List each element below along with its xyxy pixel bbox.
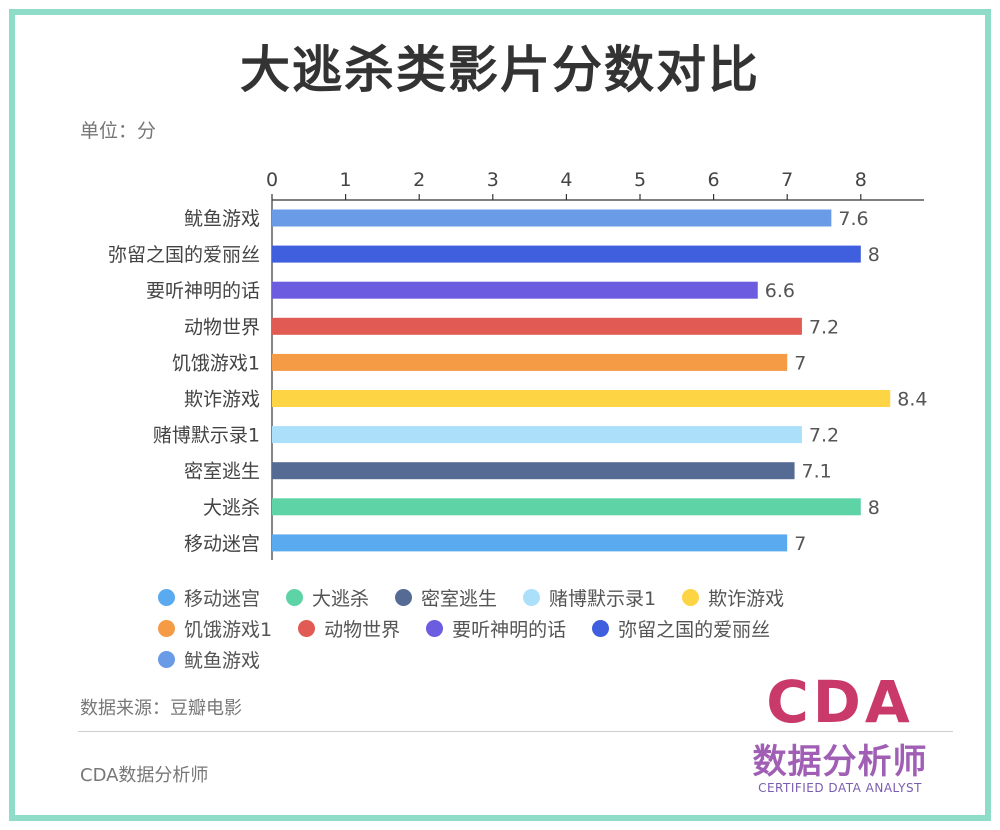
footer-divider <box>78 731 953 732</box>
unit-label: 单位：分 <box>80 120 157 142</box>
legend-label: 弥留之国的爱丽丝 <box>618 618 771 641</box>
logo-english-text: CERTIFIED DATA ANALYST <box>758 781 922 795</box>
y-category-label: 动物世界 <box>184 316 260 338</box>
x-tick-label: 0 <box>266 169 278 191</box>
bar <box>272 498 861 516</box>
y-category-label: 移动迷宫 <box>184 533 260 555</box>
y-category-label: 赌博默示录1 <box>153 425 260 447</box>
legend-item[interactable]: 鱿鱼游戏 <box>158 644 260 674</box>
legend-item[interactable]: 弥留之国的爱丽丝 <box>592 613 770 643</box>
footer-brand: CDA数据分析师 <box>80 765 209 786</box>
legend-swatch <box>298 619 316 637</box>
legend-item[interactable]: 要听神明的话 <box>426 613 566 643</box>
x-tick-label: 1 <box>340 169 352 191</box>
legend-label: 赌博默示录1 <box>549 587 657 610</box>
y-category-label: 弥留之国的爱丽丝 <box>108 244 260 266</box>
y-category-label: 欺诈游戏 <box>184 389 260 411</box>
bar <box>272 426 802 444</box>
logo-mark: CDA <box>766 668 914 736</box>
bar-value-label: 7.6 <box>838 208 868 230</box>
legend-label: 大逃杀 <box>312 587 370 610</box>
bar <box>272 209 832 227</box>
x-tick-label: 4 <box>560 169 572 191</box>
bar <box>272 534 788 552</box>
x-tick-label: 3 <box>487 169 499 191</box>
cda-logo: CDA 数据分析师 CERTIFIED DATA ANALYST <box>740 668 940 803</box>
bar-value-label: 6.6 <box>765 280 795 302</box>
legend-swatch <box>426 619 444 637</box>
legend-label: 移动迷宫 <box>184 587 261 610</box>
legend-item[interactable]: 密室逃生 <box>395 582 497 612</box>
legend-swatch <box>286 588 304 606</box>
bar-value-label: 7.1 <box>802 461 832 483</box>
legend-swatch <box>158 650 175 668</box>
y-category-label: 鱿鱼游戏 <box>184 208 260 230</box>
legend-label: 鱿鱼游戏 <box>184 649 261 672</box>
chart-frame <box>9 9 991 821</box>
x-tick-label: 2 <box>413 169 425 191</box>
legend-swatch <box>158 588 175 606</box>
logo-chinese-text: 数据分析师 <box>752 742 928 782</box>
y-category-label: 密室逃生 <box>184 461 260 483</box>
legend-item[interactable]: 饥饿游戏1 <box>158 613 272 643</box>
bar-value-label: 7.2 <box>809 425 839 447</box>
bar <box>272 353 788 371</box>
bar <box>272 317 802 335</box>
x-tick-label: 6 <box>708 169 720 191</box>
legend-label: 动物世界 <box>324 618 401 641</box>
legend-label: 欺诈游戏 <box>708 587 785 610</box>
legend-swatch <box>395 588 413 606</box>
y-category-label: 大逃杀 <box>203 497 260 519</box>
bar-value-label: 8 <box>868 497 880 519</box>
y-category-label: 要听神明的话 <box>146 280 260 302</box>
legend-item[interactable]: 赌博默示录1 <box>523 582 656 612</box>
bar-value-label: 7 <box>794 352 806 374</box>
legend-swatch <box>592 619 610 637</box>
bar <box>272 245 861 263</box>
bar <box>272 390 891 407</box>
bar-value-label: 7.2 <box>809 316 839 338</box>
bar-value-label: 7 <box>794 533 806 555</box>
legend-label: 密室逃生 <box>421 587 498 610</box>
legend-item[interactable]: 动物世界 <box>298 613 400 643</box>
legend-label: 要听神明的话 <box>452 618 567 641</box>
bar <box>272 281 758 299</box>
legend-swatch <box>158 619 175 637</box>
x-tick-label: 8 <box>855 169 867 191</box>
bar <box>272 462 795 480</box>
legend-swatch <box>682 588 700 606</box>
data-source: 数据来源：豆瓣电影 <box>80 698 242 719</box>
bar-value-label: 8.4 <box>897 389 927 411</box>
chart-legend: 移动迷宫 大逃杀 密室逃生 赌博默示录1 欺诈游戏饥饿游戏1 动物世界 要听神明的话 弥留之国… <box>158 582 918 675</box>
y-category-label: 饥饿游戏1 <box>172 352 260 374</box>
chart-title: 大逃杀类影片分数对比 <box>240 41 760 99</box>
legend-label: 饥饿游戏1 <box>184 618 273 641</box>
legend-item[interactable]: 欺诈游戏 <box>682 582 784 612</box>
legend-item[interactable]: 移动迷宫 <box>158 582 260 612</box>
x-tick-label: 5 <box>634 169 646 191</box>
legend-swatch <box>523 588 541 606</box>
bar-value-label: 8 <box>868 244 880 266</box>
legend-item[interactable]: 大逃杀 <box>286 582 369 612</box>
x-tick-label: 7 <box>781 169 793 191</box>
